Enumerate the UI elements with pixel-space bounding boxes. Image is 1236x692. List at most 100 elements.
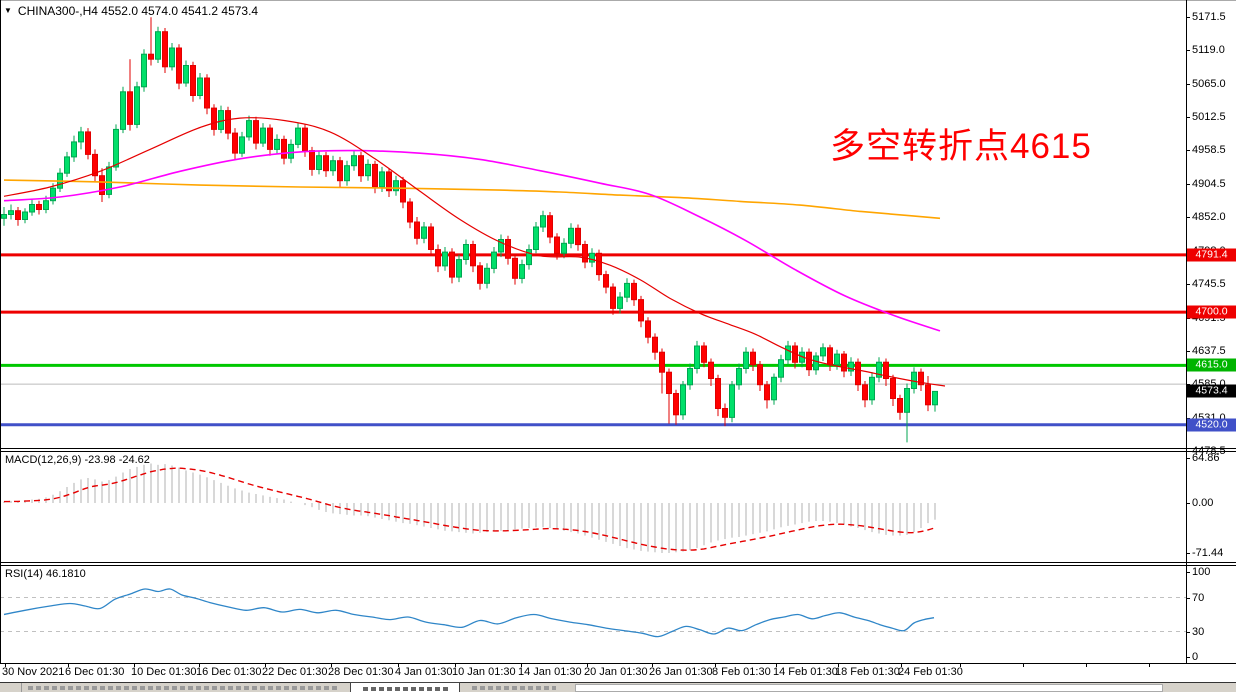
price-axis-tick	[1186, 150, 1190, 152]
price-axis-tick	[1186, 351, 1190, 353]
time-axis-tick	[199, 663, 200, 667]
price-axis-label: 4637.5	[1192, 345, 1226, 358]
price-axis-label: 5171.5	[1192, 11, 1226, 23]
price-axis-tick	[1186, 450, 1190, 452]
time-axis-tick	[331, 663, 332, 667]
rsi-axis-tick	[1186, 597, 1190, 599]
price-axis-tick	[1186, 283, 1190, 285]
macd-axis-tick	[1186, 552, 1190, 554]
candlesticks	[1, 17, 938, 443]
ma-mid-line	[3, 149, 941, 332]
active-chart-tab-label	[363, 687, 449, 691]
time-axis-label: 16 Dec 01:30	[196, 666, 262, 678]
time-axis-tick	[68, 663, 69, 667]
macd-indicator-label: MACD(12,26,9) -23.98 -24.62	[5, 454, 150, 466]
price-axis-label: 4478.5	[1192, 444, 1226, 457]
price-axis-label: 5012.5	[1192, 110, 1226, 123]
rsi-axis-tick	[1186, 657, 1190, 658]
price-axis-label: 4958.5	[1192, 144, 1226, 157]
ma-fast-line	[3, 117, 946, 387]
active-chart-tab[interactable]	[350, 682, 460, 692]
pivot-annotation-text: 多空转折点4615	[830, 127, 1092, 166]
price-axis-tick	[1186, 384, 1190, 386]
time-axis-tick	[776, 663, 777, 667]
rsi-axis-label: 0	[1192, 651, 1199, 663]
time-axis-tick	[455, 663, 456, 667]
rsi-axis-label: 100	[1192, 566, 1211, 578]
macd-axis-label: -71.44	[1192, 546, 1224, 559]
time-axis-label: 6 Dec 01:30	[65, 666, 125, 678]
price-axis-tick	[1186, 83, 1190, 85]
collapse-indicator-list-icon[interactable]: ▼	[4, 6, 12, 15]
time-axis-label: 4 Jan 01:30	[395, 666, 453, 678]
price-axis-label: 4745.5	[1192, 277, 1226, 290]
macd-axis-label: 64.86	[1192, 452, 1220, 464]
price-badge-4573.4: 4573.4	[1187, 384, 1236, 398]
time-axis-border	[0, 663, 1236, 664]
time-axis-tick	[960, 663, 961, 667]
status-strip	[575, 684, 1163, 692]
tab-scroll-button[interactable]	[0, 683, 22, 692]
price-axis-label: 4852.0	[1192, 211, 1226, 223]
rsi-axis-tick	[1186, 572, 1190, 573]
window-top-edge	[0, 0, 1236, 1]
rsi-axis-tick	[1186, 631, 1190, 633]
price-axis-tick	[1186, 17, 1190, 18]
macd-axis-label: 0.00	[1192, 497, 1214, 509]
time-axis-tick	[1086, 663, 1087, 667]
rsi-indicator-label: RSI(14) 46.1810	[5, 568, 86, 580]
time-axis-tick	[5, 663, 6, 667]
macd-histogram	[3, 463, 936, 553]
time-axis-tick	[838, 663, 839, 667]
panel-separator-macd-rsi-2	[0, 565, 1236, 566]
time-axis-tick	[652, 663, 653, 667]
macd-axis-tick	[1186, 458, 1190, 459]
price-badge-4700.0: 4700.0	[1187, 305, 1236, 319]
macd-axis-tick	[1186, 503, 1190, 504]
time-axis-label: 10 Dec 01:30	[131, 666, 197, 678]
time-axis-label: 14 Jan 01:30	[518, 666, 582, 678]
chart-tab-strip	[0, 682, 1236, 692]
time-axis-tick	[587, 663, 588, 667]
price-axis-label: 5119.0	[1192, 43, 1225, 56]
time-axis-label: 28 Dec 01:30	[328, 666, 394, 678]
time-axis-tick	[901, 663, 902, 667]
time-axis-tick	[265, 663, 266, 667]
panel-separator-main-macd[interactable]	[0, 448, 1236, 449]
rsi-axis-label: 30	[1192, 625, 1205, 638]
time-axis-label: 10 Jan 01:30	[452, 666, 516, 678]
time-axis-tick	[1149, 663, 1150, 667]
price-axis-tick	[1186, 49, 1190, 51]
time-axis-label: 26 Jan 01:30	[649, 666, 713, 678]
time-axis-tick	[521, 663, 522, 667]
time-axis-tick	[1023, 663, 1024, 667]
price-badge-4520.0: 4520.0	[1187, 418, 1236, 432]
chart-header: ▼ CHINA300-,H4 4552.0 4574.0 4541.2 4573…	[4, 4, 258, 18]
panel-separator-main-macd-2	[0, 451, 1236, 452]
ma-slow-line	[3, 179, 941, 220]
inactive-chart-tabs[interactable]	[28, 686, 340, 690]
panel-separator-macd-rsi[interactable]	[0, 562, 1236, 563]
rsi-line	[3, 588, 935, 638]
time-axis-label: 18 Feb 01:30	[835, 666, 900, 678]
price-axis-label: 4904.5	[1192, 178, 1226, 191]
time-axis-label: 8 Feb 01:30	[712, 666, 771, 678]
time-axis-label: 30 Nov 2021	[2, 666, 65, 678]
chart-left-border	[0, 0, 1, 663]
time-axis-tick	[134, 663, 135, 667]
time-axis-label: 24 Feb 01:30	[898, 666, 963, 678]
price-axis-tick	[1186, 217, 1190, 218]
price-axis-tick	[1186, 116, 1190, 118]
macd-signal-line	[3, 467, 936, 551]
time-axis-tick	[715, 663, 716, 667]
time-axis-label: 22 Dec 01:30	[262, 666, 328, 678]
inactive-chart-tab-2[interactable]	[472, 686, 556, 690]
price-axis-tick	[1186, 184, 1190, 186]
price-axis-border	[1186, 0, 1187, 663]
price-badge-4615.0: 4615.0	[1187, 358, 1236, 372]
price-axis-label: 5065.0	[1192, 77, 1226, 90]
time-axis-tick	[398, 663, 399, 667]
time-axis-label: 14 Feb 01:30	[773, 666, 838, 678]
